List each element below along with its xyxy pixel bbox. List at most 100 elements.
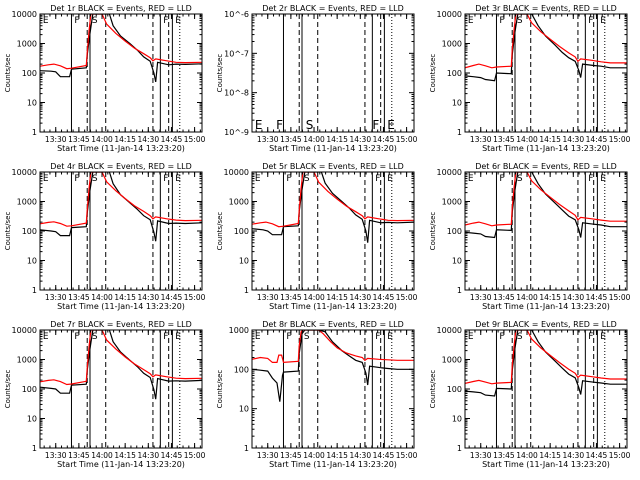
x-tick-label: 14:30	[137, 135, 159, 144]
interval-label: E	[255, 174, 261, 184]
y-tick-label: 10000	[437, 326, 462, 335]
x-tick-label: 15:00	[396, 135, 418, 144]
x-tick-label: 14:00	[91, 293, 113, 302]
y-tick-label: 1000	[17, 40, 37, 49]
y-tick-label: 10000	[224, 168, 249, 177]
y-axis-label: Counts/sec	[216, 54, 224, 93]
x-tick-label: 13:45	[68, 451, 90, 460]
y-tick-label: 100	[234, 365, 249, 374]
x-tick-label: 13:45	[68, 293, 90, 302]
x-tick-label: 13:30	[470, 293, 492, 302]
x-tick-label: 14:00	[303, 451, 325, 460]
x-axis-label: Start Time (11-Jan-14 13:23:20)	[269, 460, 397, 469]
x-tick-label: 14:30	[137, 451, 159, 460]
lld-series-line	[252, 330, 414, 364]
x-tick-label: 13:30	[257, 135, 279, 144]
x-axis-label: Start Time (11-Jan-14 13:23:20)	[482, 460, 610, 469]
y-tick-label: 1000	[229, 326, 249, 335]
x-tick-label: 14:45	[586, 451, 608, 460]
interval-label: E	[387, 332, 393, 342]
interval-label: F	[588, 332, 593, 342]
x-tick-label: 13:30	[257, 293, 279, 302]
x-tick-label: 14:15	[539, 451, 561, 460]
x-tick-label: 14:45	[161, 293, 183, 302]
interval-label: E	[175, 174, 181, 184]
interval-label: S	[517, 16, 523, 26]
interval-label: E	[175, 332, 181, 342]
x-tick-label: 13:30	[45, 135, 67, 144]
x-tick-label: 14:15	[326, 293, 348, 302]
x-tick-label: 13:45	[493, 135, 515, 144]
y-axis-label: Counts/sec	[429, 54, 437, 93]
x-tick-label: 14:45	[373, 293, 395, 302]
y-tick-label: 100	[22, 385, 37, 394]
panel-title: Det 1r BLACK = Events, RED = LLD	[50, 4, 192, 13]
lld-series-line	[465, 14, 627, 69]
x-axis-label: Start Time (11-Jan-14 13:23:20)	[57, 302, 185, 311]
interval-label: E	[600, 332, 606, 342]
interval-label: S	[92, 16, 98, 26]
y-tick-label: 1000	[442, 198, 462, 207]
y-tick-label: 1000	[442, 40, 462, 49]
panel-title: Det 5r BLACK = Events, RED = LLD	[262, 162, 404, 171]
x-tick-label: 14:45	[586, 293, 608, 302]
interval-label: F	[163, 332, 168, 342]
y-axis-label: Counts/sec	[4, 370, 12, 409]
interval-label: S	[304, 174, 310, 184]
x-tick-label: 14:00	[516, 135, 538, 144]
x-tick-label: 13:45	[68, 135, 90, 144]
x-tick-label: 13:45	[280, 293, 302, 302]
interval-label: F	[588, 174, 593, 184]
y-tick-label: 10^-8	[224, 89, 249, 98]
y-tick-label: 1	[244, 286, 249, 295]
interval-label: S	[304, 332, 310, 342]
x-tick-label: 15:00	[184, 451, 206, 460]
interval-label: E	[43, 174, 49, 184]
y-tick-label: 1	[244, 444, 249, 453]
y-tick-label: 10	[27, 99, 37, 108]
panel-title: Det 6r BLACK = Events, RED = LLD	[475, 162, 617, 171]
y-axis-label: Counts/sec	[216, 212, 224, 251]
x-tick-label: 13:45	[280, 135, 302, 144]
interval-label: S	[517, 174, 523, 184]
interval-label: F	[276, 118, 283, 132]
plot-frame	[464, 171, 628, 291]
interval-label: F	[163, 174, 168, 184]
y-tick-label: 1	[32, 128, 37, 137]
interval-label: S	[517, 332, 523, 342]
interval-label: E	[175, 16, 181, 26]
lld-series-line	[40, 330, 202, 386]
y-tick-label: 1	[457, 286, 462, 295]
y-tick-label: 1	[32, 286, 37, 295]
y-tick-label: 10	[239, 405, 249, 414]
y-axis-label: Counts/sec	[429, 212, 437, 251]
interval-label: F	[163, 16, 168, 26]
interval-label: S	[92, 174, 98, 184]
x-tick-label: 15:00	[184, 293, 206, 302]
y-tick-label: 10000	[12, 168, 37, 177]
x-tick-label: 15:00	[609, 451, 631, 460]
interval-label: F	[74, 332, 79, 342]
y-tick-label: 100	[447, 227, 462, 236]
y-tick-label: 10	[452, 415, 462, 424]
plot-frame	[464, 329, 628, 449]
plot-frame	[251, 171, 415, 291]
y-tick-label: 10	[239, 257, 249, 266]
interval-label: E	[468, 174, 474, 184]
interval-label: E	[255, 118, 263, 132]
x-axis-label: Start Time (11-Jan-14 13:23:20)	[482, 144, 610, 153]
lld-series-line	[252, 172, 414, 228]
x-axis-label: Start Time (11-Jan-14 13:23:20)	[57, 144, 185, 153]
interval-label: E	[43, 16, 49, 26]
x-tick-label: 13:45	[280, 451, 302, 460]
y-axis-label: Counts/sec	[4, 212, 12, 251]
y-tick-label: 10	[452, 257, 462, 266]
y-tick-label: 10^-9	[224, 128, 249, 137]
